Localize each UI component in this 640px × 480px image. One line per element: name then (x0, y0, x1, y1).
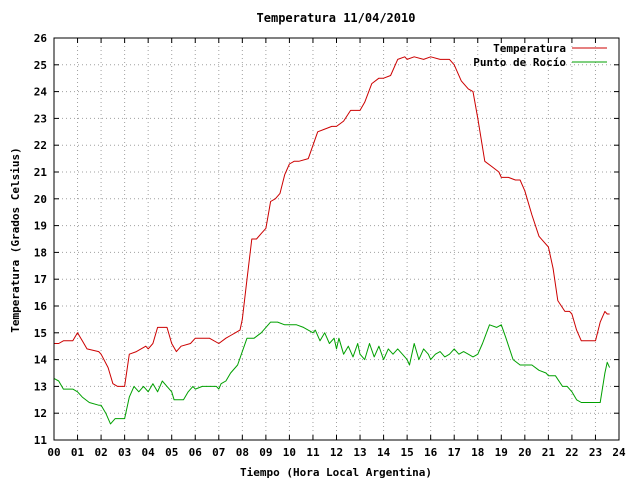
y-tick-label: 22 (34, 139, 47, 152)
y-tick-label: 17 (34, 273, 47, 286)
x-tick-label: 02 (94, 446, 107, 459)
x-tick-label: 03 (118, 446, 131, 459)
axis-ticks: 11 12 13 14 15 16 17 18 19 20 21 22 23 24 25 26 00 01 02 03… (34, 32, 626, 459)
x-tick-label: 13 (353, 446, 366, 459)
y-tick-label: 26 (34, 32, 48, 45)
y-tick-label: 13 (34, 380, 47, 393)
x-tick-label: 20 (518, 446, 531, 459)
x-tick-label: 12 (330, 446, 343, 459)
x-tick-label: 23 (589, 446, 602, 459)
legend-label-punto-de-rocio: Punto de Rocío (473, 56, 566, 69)
y-tick-label: 15 (34, 327, 47, 340)
x-tick-label: 00 (47, 446, 60, 459)
x-tick-label: 05 (165, 446, 178, 459)
x-tick-label: 15 (401, 446, 414, 459)
y-tick-label: 16 (34, 300, 48, 313)
x-tick-label: 14 (377, 446, 391, 459)
x-tick-label: 06 (189, 446, 203, 459)
x-tick-label: 08 (236, 446, 249, 459)
x-tick-label: 04 (142, 446, 156, 459)
x-tick-label: 16 (424, 446, 438, 459)
x-tick-label: 17 (448, 446, 461, 459)
y-tick-label: 19 (34, 220, 47, 233)
y-tick-label: 24 (34, 86, 48, 99)
x-tick-label: 22 (565, 446, 578, 459)
x-tick-label: 11 (306, 446, 320, 459)
x-tick-label: 19 (495, 446, 508, 459)
plot-frame (53, 37, 620, 441)
y-tick-label: 11 (34, 434, 48, 447)
y-tick-label: 21 (34, 166, 48, 179)
y-tick-label: 20 (34, 193, 47, 206)
x-tick-label: 21 (542, 446, 556, 459)
x-axis-label: Tiempo (Hora Local Argentina) (240, 466, 432, 479)
y-axis-label: Temperatura (Grados Celsius) (9, 147, 22, 332)
x-tick-label: 10 (283, 446, 296, 459)
x-tick-label: 24 (612, 446, 626, 459)
series-line-punto-de-rocio (53, 321, 611, 425)
chart-title: Temperatura 11/04/2010 (257, 11, 416, 25)
y-tick-label: 12 (34, 407, 47, 420)
y-tick-label: 18 (34, 246, 47, 259)
legend: Temperatura Punto de Rocío (473, 42, 607, 69)
y-tick-label: 23 (34, 112, 47, 125)
x-tick-label: 01 (71, 446, 85, 459)
series-line-temperatura (54, 56, 610, 387)
legend-label-temperatura: Temperatura (493, 42, 566, 55)
y-tick-label: 25 (34, 59, 47, 72)
y-tick-label: 14 (34, 354, 48, 367)
x-tick-label: 09 (259, 446, 272, 459)
grid-lines (54, 38, 619, 440)
x-tick-label: 18 (471, 446, 484, 459)
x-tick-label: 07 (212, 446, 225, 459)
data-series (53, 56, 611, 425)
